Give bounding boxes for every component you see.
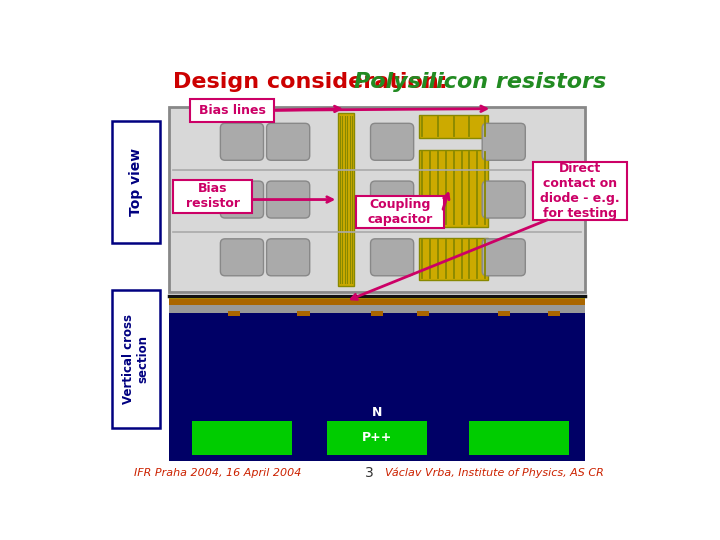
FancyBboxPatch shape bbox=[482, 239, 526, 276]
Text: Vertical cross
section: Vertical cross section bbox=[122, 314, 150, 404]
FancyBboxPatch shape bbox=[371, 123, 414, 160]
Bar bbox=[371, 311, 383, 316]
Bar bbox=[548, 311, 560, 316]
FancyBboxPatch shape bbox=[266, 123, 310, 160]
FancyBboxPatch shape bbox=[371, 181, 414, 218]
Bar bbox=[327, 421, 427, 455]
FancyBboxPatch shape bbox=[266, 181, 310, 218]
Bar bbox=[419, 238, 488, 280]
FancyBboxPatch shape bbox=[266, 239, 310, 276]
Text: N: N bbox=[372, 406, 382, 420]
FancyBboxPatch shape bbox=[220, 123, 264, 160]
Text: Design consideration:: Design consideration: bbox=[173, 72, 455, 92]
Bar bbox=[168, 305, 585, 313]
Text: P++: P++ bbox=[361, 431, 392, 444]
Text: Polysilicon resistors: Polysilicon resistors bbox=[354, 72, 606, 92]
FancyBboxPatch shape bbox=[371, 239, 414, 276]
Bar bbox=[168, 107, 585, 292]
Bar bbox=[469, 421, 570, 455]
FancyBboxPatch shape bbox=[112, 291, 160, 428]
FancyBboxPatch shape bbox=[356, 195, 444, 228]
FancyBboxPatch shape bbox=[190, 99, 274, 122]
Bar bbox=[419, 150, 488, 226]
Bar bbox=[417, 311, 429, 316]
Text: 3: 3 bbox=[364, 466, 374, 480]
Bar bbox=[168, 295, 585, 299]
Text: Top view: Top view bbox=[129, 148, 143, 217]
FancyBboxPatch shape bbox=[533, 162, 627, 220]
Bar bbox=[168, 303, 585, 461]
Bar bbox=[338, 113, 354, 286]
Bar bbox=[192, 421, 292, 455]
Bar bbox=[228, 311, 240, 316]
Bar bbox=[297, 311, 310, 316]
FancyBboxPatch shape bbox=[174, 180, 252, 213]
Text: Václav Vrba, Institute of Physics, AS CR: Václav Vrba, Institute of Physics, AS CR bbox=[385, 468, 604, 478]
FancyBboxPatch shape bbox=[112, 121, 160, 244]
Bar bbox=[168, 299, 585, 305]
FancyBboxPatch shape bbox=[220, 239, 264, 276]
Text: IFR Praha 2004, 16 April 2004: IFR Praha 2004, 16 April 2004 bbox=[134, 468, 302, 478]
Text: Bias
resistor: Bias resistor bbox=[186, 183, 240, 211]
FancyBboxPatch shape bbox=[482, 181, 526, 218]
FancyBboxPatch shape bbox=[482, 123, 526, 160]
FancyBboxPatch shape bbox=[220, 181, 264, 218]
Bar bbox=[498, 311, 510, 316]
Text: Direct
contact on
diode - e.g.
for testing: Direct contact on diode - e.g. for testi… bbox=[540, 162, 620, 220]
Bar bbox=[419, 115, 488, 138]
Text: Bias lines: Bias lines bbox=[199, 104, 266, 117]
Text: Coupling
capacitor: Coupling capacitor bbox=[367, 198, 433, 226]
